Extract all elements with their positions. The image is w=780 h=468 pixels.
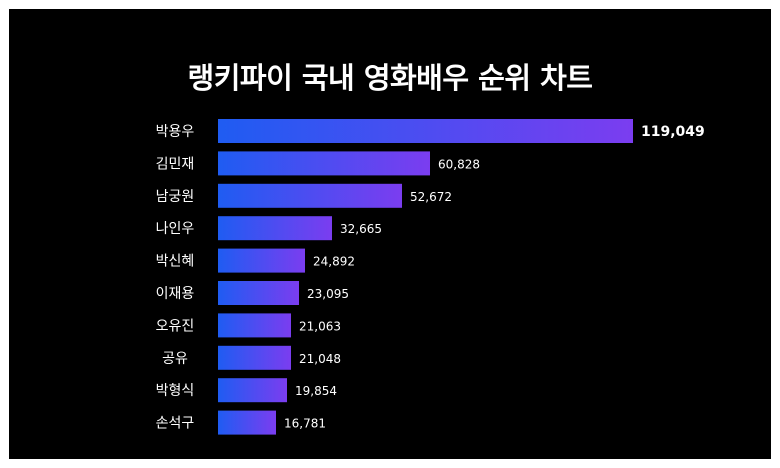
chart-frame: 랭키파이 국내 영화배우 순위 차트 박용우 119,049 김민재 60,828 남궁… xyxy=(9,9,771,459)
bar xyxy=(218,378,287,403)
category-label: 손석구 xyxy=(156,416,195,432)
value-label: 52,672 xyxy=(410,190,452,204)
category-label: 김민재 xyxy=(156,156,195,172)
value-label: 119,049 xyxy=(641,124,705,140)
value-label: 23,095 xyxy=(307,287,349,301)
chart-title: 랭키파이 국내 영화배우 순위 차트 xyxy=(187,61,593,95)
category-label: 오유진 xyxy=(156,318,195,334)
bar xyxy=(218,345,291,370)
value-label: 19,854 xyxy=(295,384,337,398)
bar xyxy=(218,216,332,241)
bar xyxy=(218,313,291,338)
value-label: 32,665 xyxy=(340,222,382,236)
value-label: 24,892 xyxy=(313,255,355,269)
category-label: 남궁원 xyxy=(156,189,195,205)
value-label: 21,063 xyxy=(299,319,341,333)
bar xyxy=(218,183,402,208)
bar xyxy=(218,119,633,143)
category-label: 이재용 xyxy=(156,286,195,302)
value-label: 16,781 xyxy=(284,417,326,431)
category-label: 박형식 xyxy=(156,383,195,399)
value-label: 21,048 xyxy=(299,352,341,366)
bar-chart: 박용우 119,049 김민재 60,828 남궁원 52,672 나인우 32,665 박신혜… xyxy=(156,119,705,435)
bar xyxy=(218,281,299,305)
bar xyxy=(218,151,430,176)
category-label: 박신혜 xyxy=(156,254,195,270)
value-label: 60,828 xyxy=(438,157,480,171)
category-label: 박용우 xyxy=(156,124,195,140)
category-label: 공유 xyxy=(162,351,188,367)
bar xyxy=(218,248,305,273)
category-label: 나인우 xyxy=(156,221,195,237)
bar xyxy=(218,410,276,435)
